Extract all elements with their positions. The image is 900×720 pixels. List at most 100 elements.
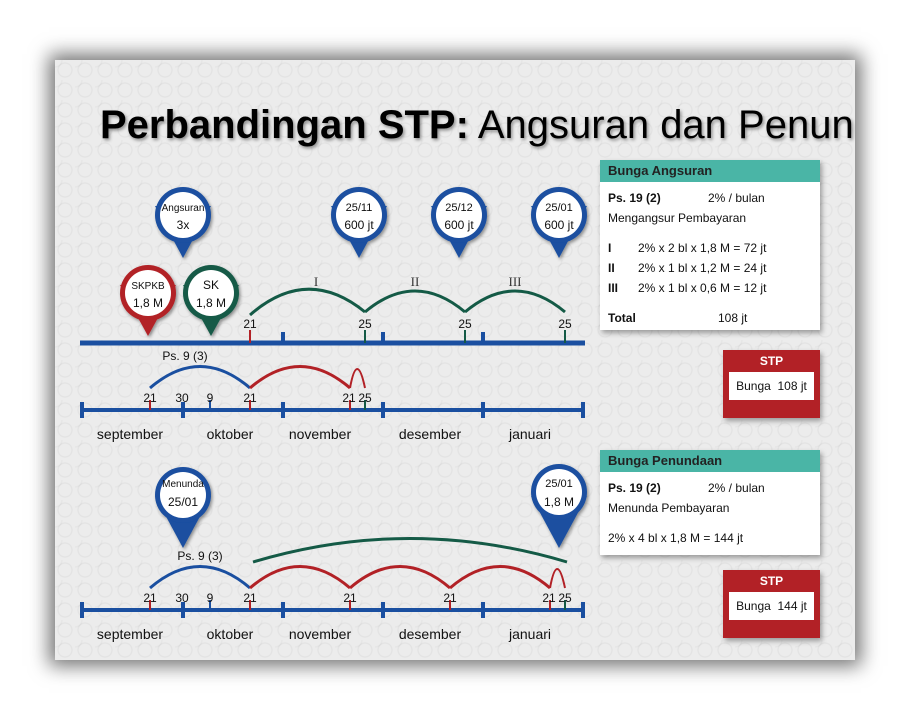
stp-angsuran-box: STP Bunga 108 jt bbox=[723, 350, 820, 418]
pin-25-12: 25/12 600 jt bbox=[431, 187, 487, 258]
mid-month-label-5: januari bbox=[508, 426, 551, 442]
bottom-label-21e: 21 bbox=[542, 591, 556, 605]
pin-angsuran: Angsuran 3x bbox=[155, 187, 211, 258]
pin-25-11: 25/11 600 jt bbox=[331, 187, 387, 258]
pin-25-01-b-value: 1,8 M bbox=[544, 495, 574, 509]
bottom-red-arc-3 bbox=[449, 565, 551, 590]
panel-bunga-penundaan: Bunga Penundaan Ps. 19 (2) 2% / bulan Me… bbox=[600, 450, 820, 555]
angsuran-ps: Ps. 19 (2) bbox=[608, 191, 661, 205]
angsuran-row-2-value: 2% x 1 bl x 1,2 M = 24 jt bbox=[638, 261, 767, 275]
top-label-25b: 25 bbox=[458, 317, 472, 331]
pin-25-11-label: 25/11 bbox=[346, 202, 373, 214]
panel-angsuran-body: Ps. 19 (2) 2% / bulan Mengangsur Pembaya… bbox=[600, 182, 820, 334]
mid-label-9: 9 bbox=[207, 391, 214, 405]
pin-25-01-value: 600 jt bbox=[544, 218, 574, 232]
bottom-ps-label: Ps. 9 (3) bbox=[177, 549, 222, 563]
angsuran-total-value: 108 jt bbox=[718, 311, 748, 325]
top-label-25a: 25 bbox=[358, 317, 372, 331]
panel-penundaan-body: Ps. 19 (2) 2% / bulan Menunda Pembayaran… bbox=[600, 472, 820, 554]
mid-label-25: 25 bbox=[358, 391, 372, 405]
penundaan-desc: Menunda Pembayaran bbox=[608, 501, 730, 515]
bottom-month-label-5: januari bbox=[508, 626, 551, 642]
roman-3: III bbox=[509, 274, 522, 289]
panel-angsuran-head: Bunga Angsuran bbox=[600, 160, 820, 182]
top-label-25c: 25 bbox=[558, 317, 572, 331]
stp-penundaan-value: 144 jt bbox=[777, 599, 807, 613]
panel-penundaan-head: Bunga Penundaan bbox=[600, 450, 820, 472]
bottom-timeline: 21 30 9 21 21 21 21 25 Ps. 9 (3) septemb… bbox=[80, 537, 585, 642]
pin-sk-label: SK bbox=[203, 278, 219, 292]
angsuran-row-3-key: III bbox=[608, 281, 619, 295]
slide-card: Perbandingan STP: Angsuran dan Penundaan… bbox=[55, 60, 855, 660]
stp-angsuran-value: 108 jt bbox=[777, 379, 807, 393]
angsuran-total-label: Total bbox=[608, 311, 636, 325]
pin-angsuran-label: Angsuran bbox=[162, 203, 205, 214]
pin-angsuran-value: 3x bbox=[177, 218, 190, 232]
mid-label-21b: 21 bbox=[243, 391, 257, 405]
diagram-canvas: Perbandingan STP: Angsuran dan Penundaan… bbox=[80, 103, 855, 642]
pin-skpkb-label: SKPKB bbox=[131, 281, 165, 292]
installment-arc-1 bbox=[249, 287, 366, 317]
pin-skpkb: SKPKB 1,8 M bbox=[120, 265, 176, 336]
mid-month-label-4: desember bbox=[399, 426, 462, 442]
bottom-label-9: 9 bbox=[207, 591, 214, 605]
page-title: Perbandingan STP: Angsuran dan Penundaan bbox=[100, 103, 855, 147]
title-rest: Angsuran dan Penundaan bbox=[469, 103, 855, 147]
roman-2: II bbox=[411, 274, 420, 289]
mid-ps-label: Ps. 9 (3) bbox=[162, 349, 207, 363]
mid-label-30: 30 bbox=[175, 391, 189, 405]
deferral-arc bbox=[252, 537, 568, 564]
top-timeline: 21 25 25 25 I II III bbox=[80, 274, 585, 346]
bottom-red-arc-4 bbox=[549, 568, 566, 589]
bottom-red-arc-1 bbox=[249, 565, 351, 590]
stp-angsuran-head: STP bbox=[759, 354, 784, 368]
mid-month-label-2: oktober bbox=[207, 426, 254, 442]
pin-25-01-b-label: 25/01 bbox=[545, 478, 573, 490]
bottom-label-21a: 21 bbox=[143, 591, 157, 605]
pin-menunda-label: Menunda bbox=[162, 479, 204, 490]
penundaan-rate: 2% / bulan bbox=[708, 481, 765, 495]
penundaan-ps: Ps. 19 (2) bbox=[608, 481, 661, 495]
pin-25-01-label: 25/01 bbox=[545, 202, 573, 214]
pin-25-01-b: 25/01 1,8 M bbox=[531, 464, 587, 548]
bottom-label-25: 25 bbox=[558, 591, 572, 605]
angsuran-row-2-key: II bbox=[608, 261, 615, 275]
pin-25-11-value: 600 jt bbox=[344, 218, 374, 232]
angsuran-row-3-value: 2% x 1 bl x 0,6 M = 12 jt bbox=[638, 281, 767, 295]
bottom-label-21b: 21 bbox=[243, 591, 257, 605]
mid-red-arc-1 bbox=[249, 365, 351, 390]
stp-penundaan-label: Bunga bbox=[736, 599, 771, 613]
mid-month-label-1: september bbox=[97, 426, 163, 442]
angsuran-row-1: I 2% x 2 bl x 1,8 M = 72 jt bbox=[608, 238, 812, 258]
bottom-label-21d: 21 bbox=[443, 591, 457, 605]
mid-red-arc-2 bbox=[349, 368, 366, 389]
pin-menunda-value: 25/01 bbox=[168, 495, 198, 509]
stp-angsuran-label: Bunga bbox=[736, 379, 771, 393]
angsuran-rate: 2% / bulan bbox=[708, 191, 765, 205]
stp-penundaan-body: Bunga 144 jt bbox=[729, 592, 814, 620]
penundaan-rate-row: Ps. 19 (2) 2% / bulan bbox=[608, 478, 812, 498]
bottom-red-arc-2 bbox=[349, 565, 451, 590]
mid-month-label-3: november bbox=[289, 426, 352, 442]
pin-sk: SK 1,8 M bbox=[183, 265, 239, 336]
angsuran-desc: Mengangsur Pembayaran bbox=[608, 211, 747, 225]
pin-25-12-value: 600 jt bbox=[444, 218, 474, 232]
angsuran-row-2: II 2% x 1 bl x 1,2 M = 24 jt bbox=[608, 258, 812, 278]
roman-1: I bbox=[314, 274, 318, 289]
bottom-label-30: 30 bbox=[175, 591, 189, 605]
mid-label-21c: 21 bbox=[342, 391, 356, 405]
top-label-21: 21 bbox=[243, 317, 257, 331]
title-bold: Perbandingan STP: bbox=[100, 103, 469, 147]
angsuran-rate-row: Ps. 19 (2) 2% / bulan bbox=[608, 188, 812, 208]
installment-arc-2 bbox=[364, 289, 466, 314]
pin-25-12-label: 25/12 bbox=[445, 202, 473, 214]
mid-label-21a: 21 bbox=[143, 391, 157, 405]
pin-sk-value: 1,8 M bbox=[196, 296, 226, 310]
angsuran-row-3: III 2% x 1 bl x 0,6 M = 12 jt bbox=[608, 278, 812, 298]
angsuran-total-row: Total 108 jt bbox=[608, 308, 812, 328]
stp-penundaan-head: STP bbox=[759, 574, 784, 588]
middle-timeline: 21 30 9 21 21 25 Ps. 9 (3) september okt… bbox=[80, 349, 585, 442]
installment-arc-3 bbox=[464, 289, 566, 314]
bottom-blue-arc bbox=[149, 565, 251, 590]
stp-angsuran-body: Bunga 108 jt bbox=[729, 372, 814, 400]
